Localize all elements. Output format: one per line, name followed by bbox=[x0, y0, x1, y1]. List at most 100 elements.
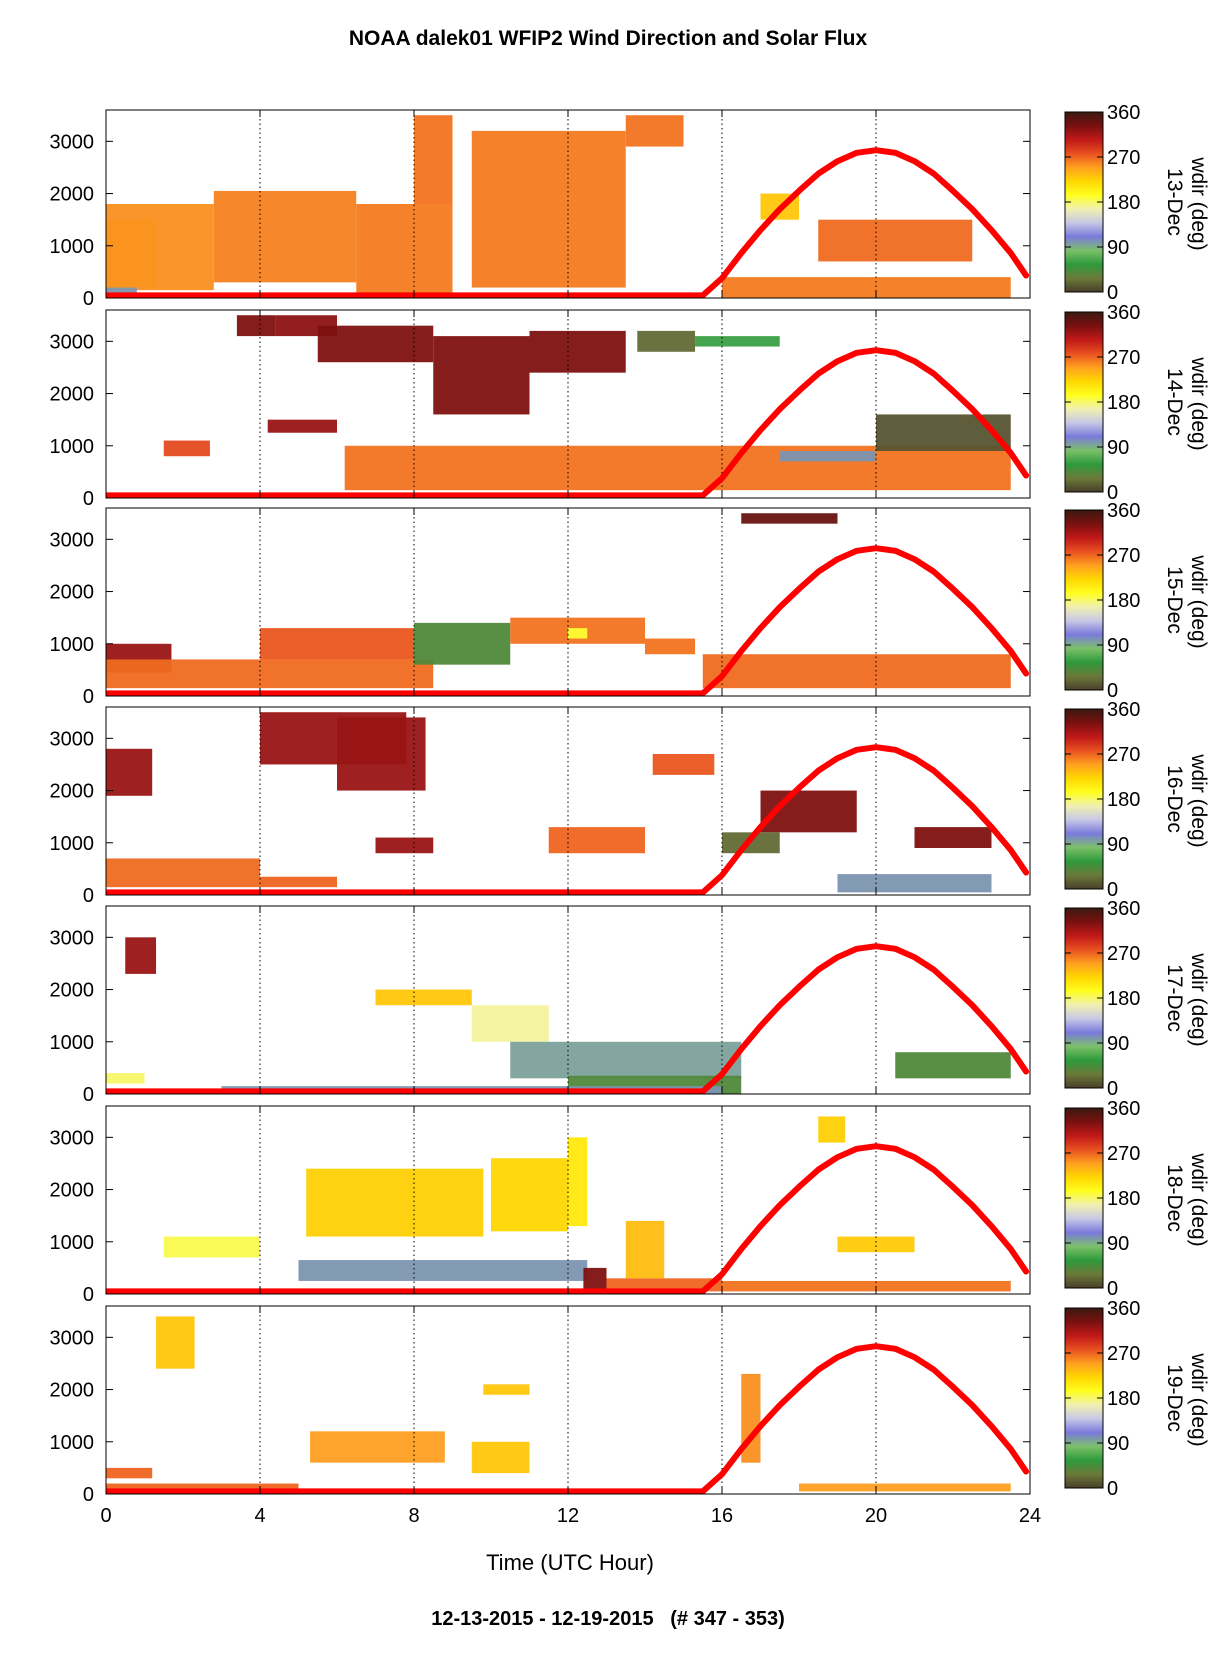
colorbar-tick-label: 360 bbox=[1107, 302, 1140, 324]
wdir-patch bbox=[163, 1236, 260, 1258]
colorbar-tick-label: 270 bbox=[1107, 1143, 1140, 1165]
wdir-patch bbox=[625, 1220, 665, 1279]
y-tick-label: 0 bbox=[83, 686, 94, 708]
colorbar-tick-label: 0 bbox=[1107, 879, 1118, 901]
colorbar-tick-label: 180 bbox=[1107, 1188, 1140, 1210]
colorbar-tick-label: 180 bbox=[1107, 988, 1140, 1010]
y-tick-label: 3000 bbox=[50, 1327, 95, 1349]
panel-1: 0 1000 2000 3000 0 90 180 270 360 wdir (deg)14-De… bbox=[50, 302, 1211, 510]
colorbar-tick-label: 360 bbox=[1107, 500, 1140, 522]
colorbar-tick-label: 0 bbox=[1107, 1278, 1118, 1300]
y-tick-label: 2000 bbox=[50, 781, 95, 803]
solar-flux-line bbox=[106, 744, 1030, 895]
panel-6: 0 1000 2000 3000 0 4 8 12 16 20 24 0 90 180 270 360 wdir… bbox=[50, 1298, 1211, 1527]
wind-direction-field bbox=[106, 115, 1011, 298]
colorbar-tick-label: 360 bbox=[1107, 1098, 1140, 1120]
wind-direction-field bbox=[163, 315, 1011, 491]
wdir-patch bbox=[491, 1158, 568, 1232]
y-tick-label: 2000 bbox=[50, 582, 95, 604]
wdir-patch bbox=[702, 654, 1011, 689]
wdir-patch bbox=[306, 1168, 484, 1237]
panel-3: 0 1000 2000 3000 0 90 180 270 360 wdir (deg)16-De… bbox=[50, 699, 1211, 907]
wdir-patch bbox=[568, 628, 588, 639]
colorbar-label: wdir (deg) bbox=[1187, 1152, 1210, 1246]
y-tick-label: 3000 bbox=[50, 1127, 95, 1149]
wdir-patch bbox=[267, 419, 337, 433]
colorbar-tick-label: 360 bbox=[1107, 1298, 1140, 1320]
day-label: 15-Dec bbox=[1163, 566, 1186, 634]
wdir-patch bbox=[106, 1073, 145, 1084]
wdir-patch bbox=[876, 414, 1011, 451]
figure-title: NOAA dalek01 WFIP2 Wind Direction and So… bbox=[349, 27, 868, 50]
wdir-patch bbox=[695, 336, 780, 347]
wdir-patch bbox=[414, 622, 511, 665]
x-tick-label: 20 bbox=[865, 1505, 887, 1527]
colorbar-tick-label: 180 bbox=[1107, 392, 1140, 414]
solar-flux-line bbox=[106, 1143, 1030, 1294]
wdir-patch bbox=[375, 989, 472, 1006]
wdir-patch bbox=[106, 1483, 299, 1492]
day-label: 19-Dec bbox=[1163, 1364, 1186, 1432]
y-tick-label: 0 bbox=[83, 1284, 94, 1306]
wdir-patch bbox=[106, 659, 434, 689]
colorbar-tick-label: 270 bbox=[1107, 545, 1140, 567]
colorbar-tick-label: 270 bbox=[1107, 147, 1140, 169]
wdir-patch bbox=[298, 1260, 588, 1281]
wdir-patch bbox=[106, 204, 214, 291]
wdir-patch bbox=[414, 115, 453, 204]
day-label: 14-Dec bbox=[1163, 368, 1186, 436]
wdir-patch bbox=[722, 1280, 1011, 1292]
y-tick-label: 3000 bbox=[50, 728, 95, 750]
wdir-patch bbox=[895, 1052, 1011, 1079]
wdir-patch bbox=[471, 130, 626, 288]
wdir-patch bbox=[260, 876, 337, 888]
day-label: 17-Dec bbox=[1163, 964, 1186, 1032]
colorbar-tick-label: 180 bbox=[1107, 590, 1140, 612]
wdir-patch bbox=[356, 204, 453, 293]
colorbar-tick-label: 90 bbox=[1107, 635, 1129, 657]
y-tick-label: 3000 bbox=[50, 331, 95, 353]
colorbar-tick-label: 0 bbox=[1107, 1078, 1118, 1100]
day-label: 16-Dec bbox=[1163, 765, 1186, 833]
wdir-patch bbox=[837, 874, 992, 893]
colorbar bbox=[1064, 1307, 1104, 1489]
wdir-patch bbox=[741, 513, 838, 524]
colorbar-tick-label: 0 bbox=[1107, 482, 1118, 504]
wdir-patch bbox=[818, 1116, 846, 1143]
solar-flux-line bbox=[106, 347, 1030, 498]
day-label: 18-Dec bbox=[1163, 1164, 1186, 1232]
colorbar-tick-label: 180 bbox=[1107, 1388, 1140, 1410]
y-tick-label: 1000 bbox=[50, 1432, 95, 1454]
wind-direction-field bbox=[163, 1116, 1011, 1292]
colorbar-label: wdir (deg) bbox=[1187, 356, 1210, 450]
wind-direction-field bbox=[106, 513, 1011, 689]
panel-0: 0 1000 2000 3000 0 90 180 270 360 wdir (deg)13-De… bbox=[50, 102, 1211, 310]
wdir-patch bbox=[310, 1431, 445, 1463]
colorbar-tick-label: 90 bbox=[1107, 1233, 1129, 1255]
solar-flux-line bbox=[106, 147, 1030, 298]
solar-flux-line bbox=[106, 1343, 1030, 1494]
y-tick-label: 1000 bbox=[50, 436, 95, 458]
wdir-patch bbox=[625, 115, 684, 147]
wdir-patch bbox=[317, 325, 434, 363]
y-tick-label: 0 bbox=[83, 488, 94, 510]
x-tick-label: 16 bbox=[711, 1505, 733, 1527]
wdir-patch bbox=[125, 937, 157, 974]
wdir-patch bbox=[433, 336, 530, 415]
wdir-patch bbox=[529, 330, 626, 373]
y-tick-label: 2000 bbox=[50, 384, 95, 406]
colorbar bbox=[1064, 111, 1104, 293]
wdir-patch bbox=[722, 277, 1011, 298]
colorbar bbox=[1064, 907, 1104, 1089]
y-tick-label: 0 bbox=[83, 288, 94, 310]
wdir-patch bbox=[106, 748, 153, 796]
panel-4: 0 1000 2000 3000 0 90 180 270 360 wdir (deg)17-De… bbox=[50, 898, 1211, 1106]
wdir-patch bbox=[837, 1236, 915, 1253]
wdir-patch bbox=[106, 1467, 153, 1479]
wdir-patch bbox=[606, 1278, 722, 1292]
colorbar-tick-label: 0 bbox=[1107, 1478, 1118, 1500]
y-tick-label: 3000 bbox=[50, 927, 95, 949]
wdir-patch bbox=[510, 1041, 742, 1079]
